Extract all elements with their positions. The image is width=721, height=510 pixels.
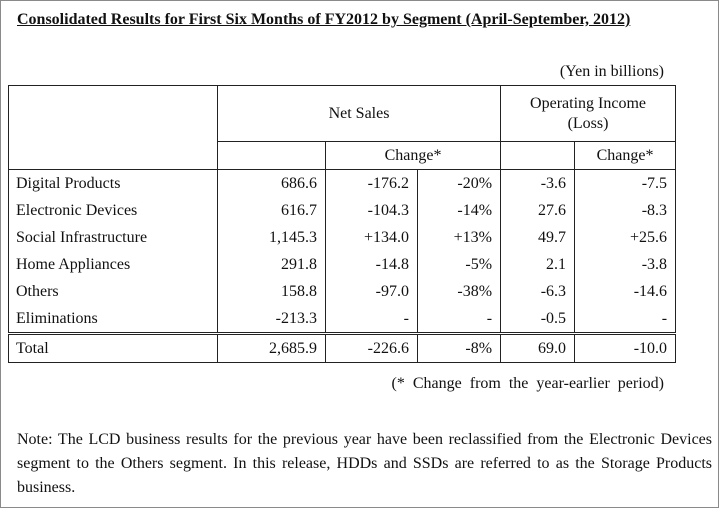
table-row: Electronic Devices 616.7 -104.3 -14% 27.… [8,197,677,224]
net-sales-change: - [325,305,418,334]
net-sales-subheader-blank [217,141,326,170]
table-row: Digital Products 686.6 -176.2 -20% -3.6 … [8,169,677,197]
operating-income-header: Operating Income (Loss) [500,85,677,142]
net-sales-value: 686.6 [217,169,326,197]
operating-income-value: 2.1 [500,251,576,278]
net-sales-value: 291.8 [217,251,326,278]
unit-label: (Yen in billions) [559,63,664,80]
net-sales-change: +134.0 [325,224,418,251]
reclassification-note: Note: The LCD business results for the p… [17,431,712,496]
operating-income-value: 49.7 [500,224,576,251]
total-net-sales-change: -226.6 [325,332,418,363]
net-sales-change: -176.2 [325,169,418,197]
header-blank-cell [8,85,218,170]
net-sales-value: -213.3 [217,305,326,334]
operating-income-change: +25.6 [574,224,677,251]
operating-income-value: -6.3 [500,278,576,305]
table-row: Social Infrastructure 1,145.3 +134.0 +13… [8,224,677,251]
operating-income-header-line2: (Loss) [567,114,609,132]
net-sales-change-pct: -38% [416,278,502,305]
change-footnote: (* Change from the year-earlier period) [391,375,664,392]
total-label: Total [8,332,218,363]
segment-results-table: Net Sales Operating Income (Loss) Change… [8,85,677,363]
table-header-row: Net Sales Operating Income (Loss) [8,85,677,170]
segment-name: Social Infrastructure [8,224,218,251]
net-sales-change-pct: -20% [416,169,502,197]
total-net-sales: 2,685.9 [217,332,326,363]
total-operating-income-change: -10.0 [574,332,677,363]
net-sales-value: 158.8 [217,278,326,305]
oi-subheader-blank [500,141,576,170]
table-row: Home Appliances 291.8 -14.8 -5% 2.1 -3.8 [8,251,677,278]
net-sales-change-pct: - [416,305,502,334]
segment-name: Eliminations [8,305,218,334]
operating-income-value: -3.6 [500,169,576,197]
operating-income-change: -8.3 [574,197,677,224]
total-operating-income: 69.0 [500,332,576,363]
segment-name: Others [8,278,218,305]
net-sales-value: 1,145.3 [217,224,326,251]
operating-income-change: - [574,305,677,334]
operating-income-value: 27.6 [500,197,576,224]
net-sales-change-pct: -5% [416,251,502,278]
net-sales-change-header: Change* [324,141,502,170]
net-sales-change-pct: +13% [416,224,502,251]
net-sales-value: 616.7 [217,197,326,224]
table-row: Others 158.8 -97.0 -38% -6.3 -14.6 [8,278,677,305]
operating-income-header-line1: Operating Income [530,94,646,112]
segment-name: Digital Products [8,169,218,197]
operating-income-change: -7.5 [574,169,677,197]
segment-name: Home Appliances [8,251,218,278]
table-row: Eliminations -213.3 - - -0.5 - [8,305,677,334]
document-title: Consolidated Results for First Six Month… [17,11,631,28]
net-sales-header: Net Sales [216,85,502,142]
net-sales-change: -97.0 [325,278,418,305]
net-sales-change: -14.8 [325,251,418,278]
operating-income-change: -14.6 [574,278,677,305]
table-subheader-row: Change* Change* [9,141,677,170]
oi-change-header: Change* [574,141,677,170]
net-sales-change-pct: -14% [416,197,502,224]
total-net-sales-change-pct: -8% [416,332,502,363]
segment-name: Electronic Devices [8,197,218,224]
net-sales-change: -104.3 [325,197,418,224]
operating-income-change: -3.8 [574,251,677,278]
operating-income-value: -0.5 [500,305,576,334]
table-total-row: Total 2,685.9 -226.6 -8% 69.0 -10.0 [8,332,677,363]
